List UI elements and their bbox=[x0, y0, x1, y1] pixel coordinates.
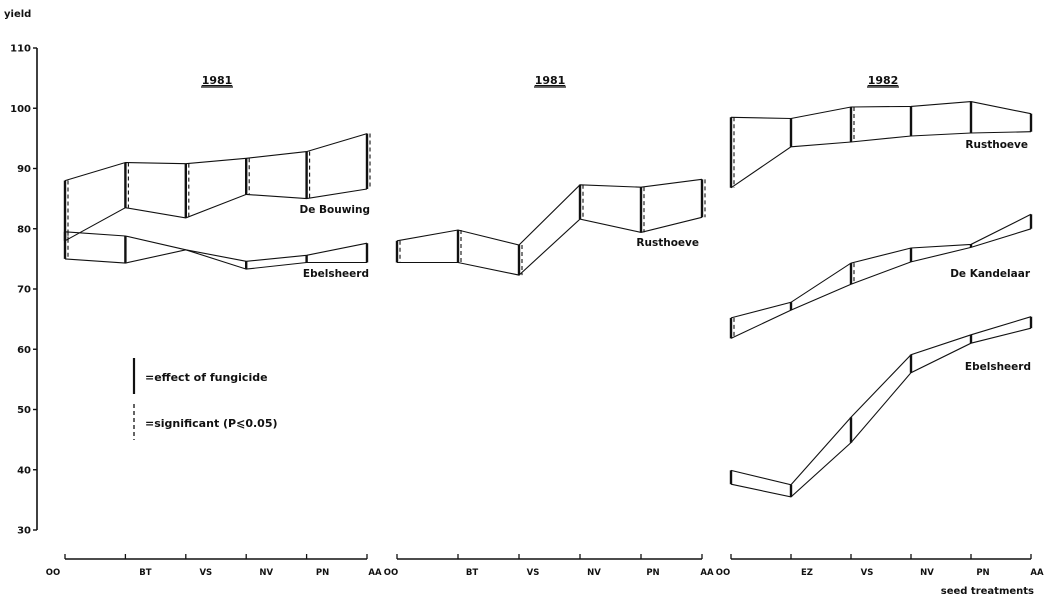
series-band: De Kandelaar bbox=[729, 213, 1033, 339]
panel-1: OO BT VS NV PN AA 1981 De Bouwing Ebelsheerd bbox=[46, 74, 382, 578]
series-label: De Bouwing bbox=[300, 204, 370, 216]
legend-dashed-label: =significant (P⩽0.05) bbox=[145, 417, 278, 430]
y-tick-label: 100 bbox=[10, 104, 31, 115]
series-line-lower bbox=[730, 327, 1032, 498]
series-label: Rusthoeve bbox=[965, 139, 1028, 151]
chart-panels: OO BT VS NV PN AA 1981 De Bouwing Ebelsheerd OO BT… bbox=[46, 74, 1044, 578]
x-tick-label: OO bbox=[384, 568, 398, 578]
x-tick-label: AA bbox=[1030, 568, 1044, 578]
series-label: Rusthoeve bbox=[636, 237, 699, 249]
series-line-upper bbox=[730, 101, 1032, 120]
series-band: Rusthoeve bbox=[395, 178, 706, 276]
x-tick-label: PN bbox=[646, 568, 659, 578]
y-tick-label: 110 bbox=[10, 44, 31, 55]
legend: =effect of fungicide =significant (P⩽0.0… bbox=[132, 358, 278, 440]
y-axis-label: yield bbox=[4, 9, 31, 20]
series-label: Ebelsheerd bbox=[965, 361, 1031, 373]
series-band: Rusthoeve bbox=[729, 101, 1033, 189]
series-line-upper bbox=[64, 231, 368, 262]
series-line-lower bbox=[64, 188, 368, 242]
y-tick-label: 60 bbox=[17, 345, 31, 356]
x-tick-label: VS bbox=[199, 568, 212, 578]
panel-3: OO EZ VS NV PN AA 1982 Rusthoeve De Kandelaar Ebe… bbox=[716, 74, 1044, 578]
panel-year-label: 1981 bbox=[202, 74, 233, 87]
x-tick-label: AA bbox=[368, 568, 382, 578]
x-tick-label: PN bbox=[316, 568, 329, 578]
series-line-lower bbox=[730, 131, 1032, 189]
x-tick-label: BT bbox=[466, 568, 478, 578]
x-tick-label: BT bbox=[139, 568, 151, 578]
series-label: De Kandelaar bbox=[950, 268, 1031, 280]
series-line-lower bbox=[730, 228, 1032, 339]
y-tick-label: 80 bbox=[17, 224, 31, 235]
x-tick-label: VS bbox=[527, 568, 540, 578]
series-line-upper bbox=[64, 133, 368, 182]
y-tick-label: 70 bbox=[17, 285, 31, 296]
y-tick-label: 90 bbox=[17, 164, 31, 175]
x-tick-label: NV bbox=[920, 568, 934, 578]
legend-solid-label: =effect of fungicide bbox=[145, 371, 268, 384]
x-tick-label: EZ bbox=[801, 568, 813, 578]
y-axis: 30 40 50 60 70 80 90 100 110 bbox=[10, 44, 38, 537]
x-tick-label: OO bbox=[716, 568, 730, 578]
series-line-upper bbox=[730, 316, 1032, 486]
x-tick-label: NV bbox=[259, 568, 273, 578]
series-line-lower bbox=[397, 216, 703, 276]
series-band: De Bouwing bbox=[63, 133, 371, 242]
x-tick-label: AA bbox=[700, 568, 714, 578]
series-line-upper bbox=[396, 178, 703, 246]
series-band: Ebelsheerd bbox=[63, 231, 369, 280]
x-tick-label: VS bbox=[861, 568, 874, 578]
panel-year-label: 1982 bbox=[868, 74, 899, 87]
x-axis-label: seed treatments bbox=[941, 586, 1034, 596]
y-tick-label: 50 bbox=[17, 405, 31, 416]
panel-2: OO BT VS NV PN AA 1981 Rusthoeve bbox=[384, 74, 714, 578]
y-tick-label: 30 bbox=[17, 526, 31, 537]
panel-year-label: 1981 bbox=[535, 74, 566, 87]
x-tick-label: NV bbox=[587, 568, 601, 578]
series-band: Ebelsheerd bbox=[729, 316, 1033, 498]
x-tick-label: PN bbox=[976, 568, 989, 578]
x-tick-label: OO bbox=[46, 568, 60, 578]
series-line-upper bbox=[730, 213, 1032, 319]
series-line-lower bbox=[64, 249, 367, 270]
series-label: Ebelsheerd bbox=[303, 268, 369, 280]
y-tick-label: 40 bbox=[17, 465, 31, 476]
